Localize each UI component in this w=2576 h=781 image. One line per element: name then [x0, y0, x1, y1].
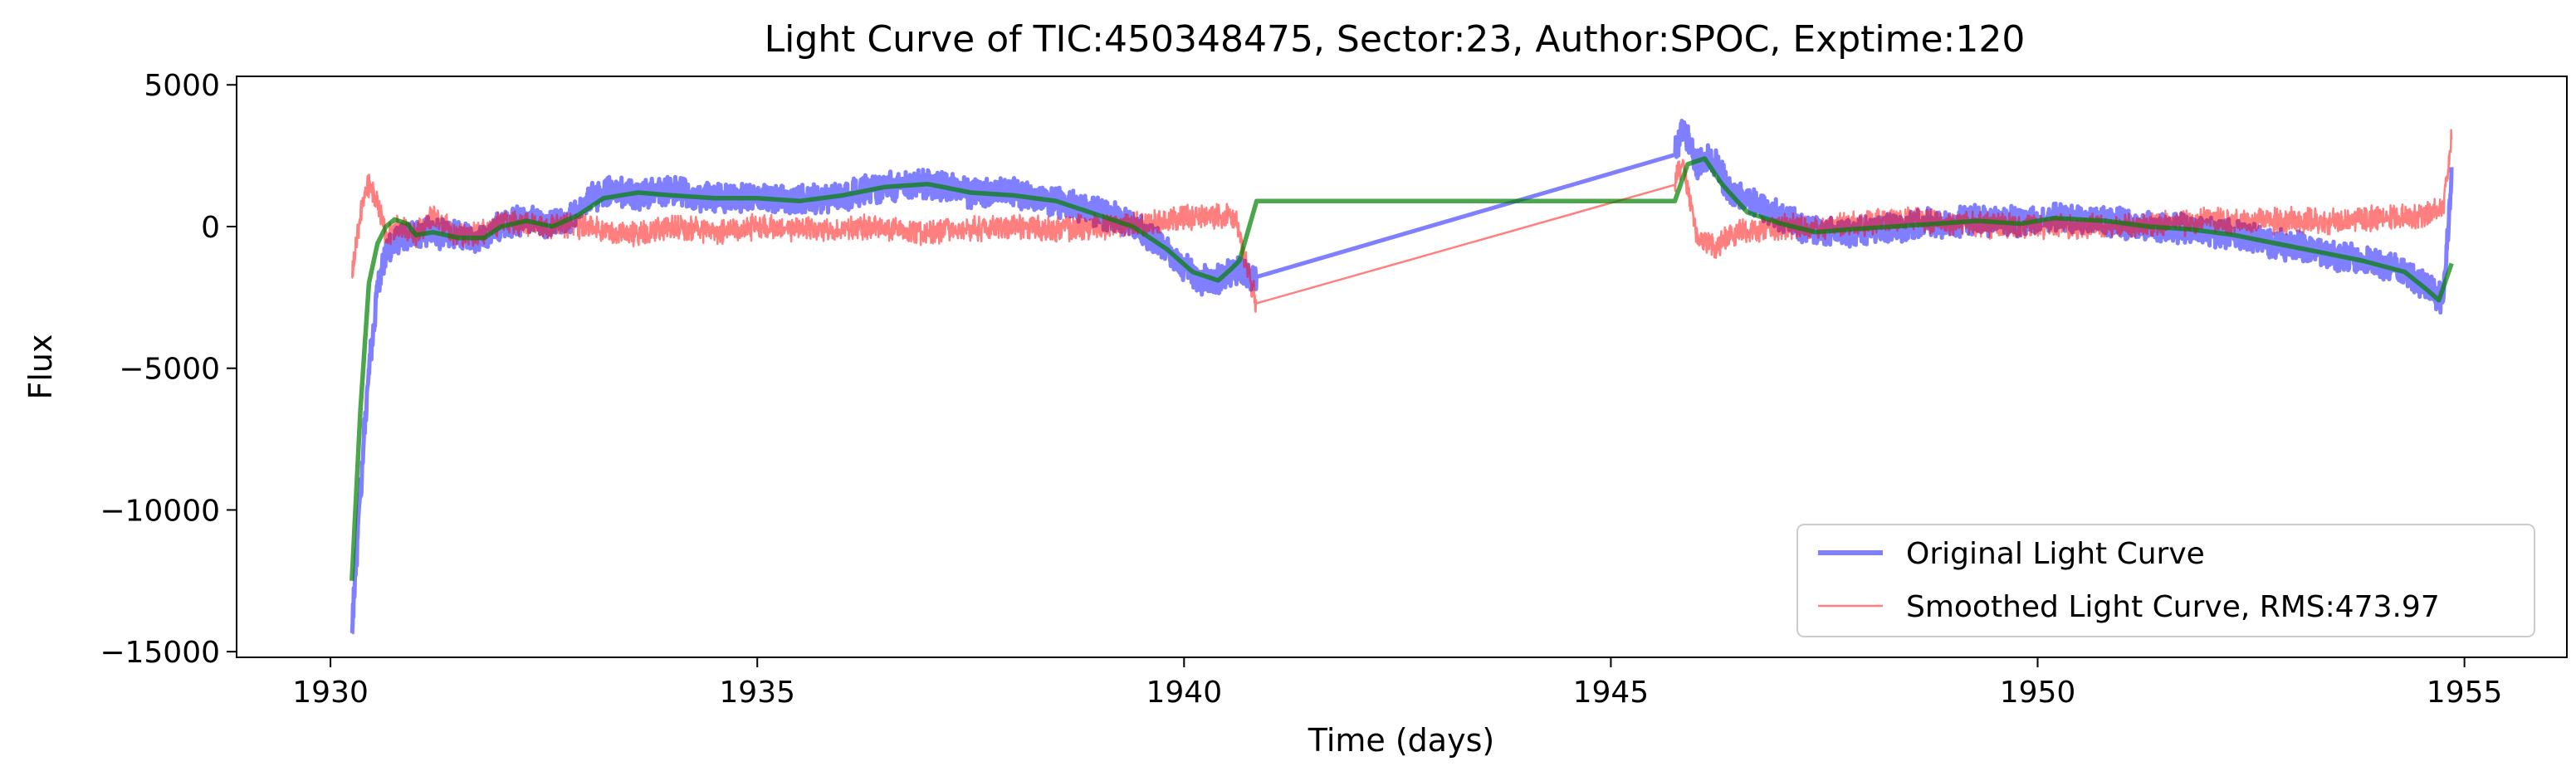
original-light-curve-line [349, 119, 2454, 635]
x-tick-label: 1945 [1573, 676, 1650, 710]
legend: Original Light Curve Smoothed Light Curv… [1796, 524, 2535, 637]
x-tick-label: 1940 [1146, 676, 1222, 710]
y-axis-ticks: 5000 0 −5000 −10000 −15000 [100, 69, 237, 670]
y-tick-label: −5000 [119, 353, 220, 387]
legend-label-original: Original Light Curve [1906, 537, 2205, 571]
legend-box [1796, 524, 2535, 637]
x-axis-ticks: 1930 1935 1940 1945 1950 1955 [292, 657, 2502, 710]
legend-label-smoothed: Smoothed Light Curve, RMS:473.97 [1906, 590, 2440, 624]
x-tick-label: 1935 [719, 676, 795, 710]
x-tick-label: 1950 [2000, 676, 2076, 710]
y-tick-label: 5000 [144, 69, 220, 103]
y-tick-label: −10000 [100, 494, 220, 528]
chart-title: Light Curve of TIC:450348475, Sector:23,… [765, 18, 2026, 61]
x-tick-label: 1930 [292, 676, 369, 710]
smoothed-light-curve-line [351, 129, 2453, 313]
x-axis-label: Time (days) [1308, 722, 1494, 759]
series-layer [349, 119, 2454, 635]
trend-line [349, 156, 2454, 581]
y-tick-label: 0 [201, 211, 220, 245]
plot-frame [236, 76, 2568, 658]
y-tick-label: −15000 [100, 636, 220, 670]
y-axis-label: Flux [22, 334, 59, 400]
x-tick-label: 1955 [2427, 676, 2503, 710]
